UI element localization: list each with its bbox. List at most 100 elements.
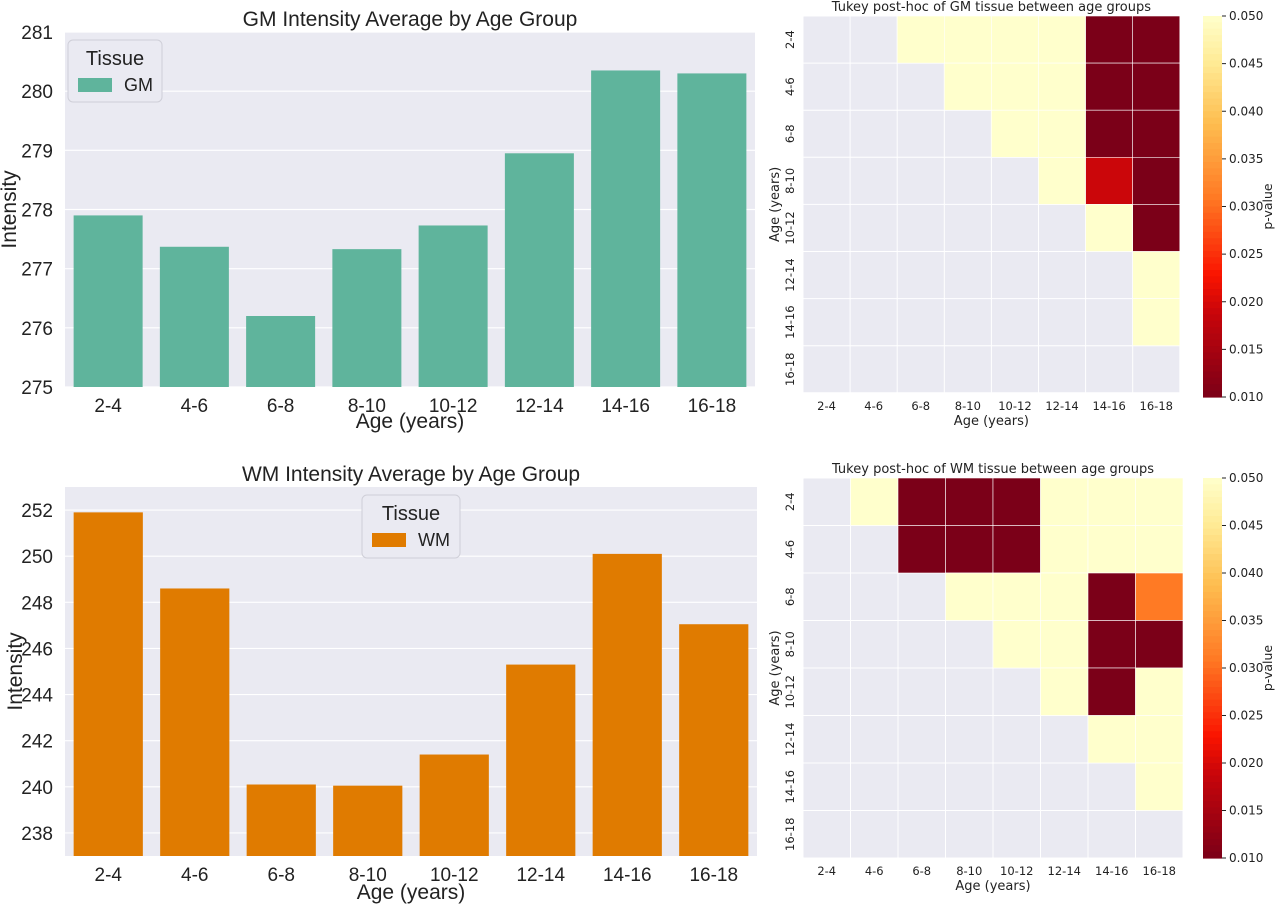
colorbar-segment	[1203, 661, 1222, 669]
bar	[504, 153, 574, 387]
heatmap-cell	[1038, 109, 1086, 158]
heatmap-cell	[945, 477, 994, 526]
heatmap-cell	[943, 62, 992, 111]
colorbar-tick-label: 0.035	[1229, 614, 1263, 628]
colorbar-segment	[1203, 750, 1222, 758]
y-axis-label: Age (years)	[768, 630, 783, 705]
colorbar-segment	[1203, 737, 1222, 745]
gm-tukey-heatmap: 2-4 4-6 6-8 8-10 10-12 12-14 14-16 16-18 2-4 4-6 6…	[768, 0, 1275, 429]
colorbar-segment	[1203, 225, 1222, 233]
colorbar-segment	[1203, 47, 1222, 55]
y-tick-label: 242	[21, 732, 53, 753]
y-tick-label: 280	[21, 82, 53, 103]
heatmap-cell	[992, 572, 1041, 621]
colorbar-segment	[1203, 308, 1222, 316]
colorbar-segment	[1203, 295, 1222, 303]
bar	[592, 553, 662, 856]
colorbar-segment	[1203, 731, 1222, 739]
colorbar-tick-label: 0.045	[1229, 519, 1263, 533]
colorbar-segment	[1203, 390, 1222, 398]
x-tick-label: 16-18	[688, 396, 737, 417]
x-tick-label: 14-16	[603, 865, 652, 886]
y-tick-label: 4-6	[783, 77, 797, 96]
colorbar-segment	[1203, 181, 1222, 189]
y-axis-label: Intensity	[4, 632, 27, 711]
x-tick-label: 8-10	[349, 865, 387, 886]
y-tick-label: 281	[21, 23, 53, 44]
heatmap-cell	[897, 525, 946, 574]
bar	[246, 316, 316, 387]
colorbar-segment	[1203, 54, 1222, 62]
colorbar-segment	[1203, 136, 1222, 144]
y-tick-label: 4-6	[783, 540, 797, 559]
colorbar-segment	[1203, 352, 1222, 360]
colorbar-segment	[1203, 706, 1222, 713]
colorbar-segment	[1203, 327, 1222, 335]
heatmap-cell	[991, 109, 1039, 158]
colorbar-segment	[1203, 522, 1222, 530]
x-tick-label: 6-8	[911, 399, 930, 413]
legend-title: Tissue	[86, 48, 144, 70]
bar	[591, 70, 661, 387]
colorbar-tick-label: 0.020	[1229, 295, 1263, 309]
heatmap-cell	[1085, 62, 1133, 111]
colorbar-segment	[1203, 503, 1222, 511]
colorbar-segment	[1203, 668, 1222, 675]
y-tick-label: 14-16	[783, 305, 797, 338]
bar	[246, 784, 316, 856]
colorbar-segment	[1203, 301, 1222, 309]
colorbar-segment	[1203, 28, 1222, 36]
colorbar-segment	[1203, 130, 1222, 138]
colorbar-segment	[1203, 484, 1222, 492]
colorbar-segment	[1203, 490, 1222, 498]
colorbar-segment	[1203, 193, 1222, 201]
colorbar-segment	[1203, 60, 1222, 68]
colorbar-segment	[1203, 693, 1222, 701]
x-tick-label: 4-6	[181, 396, 208, 417]
heatmap-cell	[1040, 477, 1089, 526]
colorbar-segment	[1203, 35, 1222, 42]
x-axis-label: Age (years)	[954, 414, 1029, 429]
x-tick-label: 12-14	[515, 396, 564, 417]
colorbar-segment	[1203, 238, 1222, 246]
x-axis-label: Age (years)	[356, 410, 465, 433]
colorbar-segment	[1203, 769, 1222, 777]
heatmap-cell	[1087, 525, 1136, 574]
y-tick-label: 250	[21, 547, 53, 568]
colorbar-segment	[1203, 674, 1222, 682]
heatmap-cell	[1087, 572, 1136, 621]
bar	[679, 624, 749, 856]
chart-title: Tukey post-hoc of GM tissue between age …	[831, 0, 1151, 15]
colorbar-segment	[1203, 712, 1222, 720]
x-tick-label: 6-8	[268, 865, 295, 886]
legend-entry: GM	[124, 75, 153, 95]
colorbar-segment	[1203, 162, 1222, 169]
heatmap-cell	[1132, 109, 1181, 158]
x-tick-label: 2-4	[817, 399, 836, 413]
bar	[159, 246, 229, 387]
y-tick-label: 248	[21, 593, 53, 614]
colorbar-segment	[1203, 244, 1222, 252]
colorbar-tick-label: 0.040	[1229, 104, 1263, 118]
y-tick-label: 8-10	[783, 631, 797, 657]
colorbar-segment	[1203, 630, 1222, 637]
colorbar-segment	[1203, 642, 1222, 650]
colorbar-segment	[1203, 528, 1222, 536]
colorbar-segment	[1203, 636, 1222, 644]
legend: Tissue GM	[67, 39, 163, 103]
x-axis-label: Age (years)	[357, 881, 466, 904]
colorbar-label: p-value	[1260, 645, 1275, 692]
heatmap-cell	[991, 15, 1039, 64]
x-tick-label: 12-14	[1048, 864, 1081, 878]
heatmap-cell	[945, 525, 994, 574]
bar	[160, 588, 230, 856]
heatmap-cell	[1040, 667, 1089, 716]
heatmap-cell	[1132, 298, 1181, 347]
heatmap-cell	[1038, 157, 1086, 205]
y-tick-label: 12-14	[783, 258, 797, 291]
x-tick-label: 10-12	[430, 865, 479, 886]
colorbar-segment	[1203, 725, 1222, 732]
legend-title: Tissue	[382, 503, 440, 525]
heatmap-cell	[1087, 477, 1136, 526]
colorbar-segment	[1203, 314, 1222, 322]
